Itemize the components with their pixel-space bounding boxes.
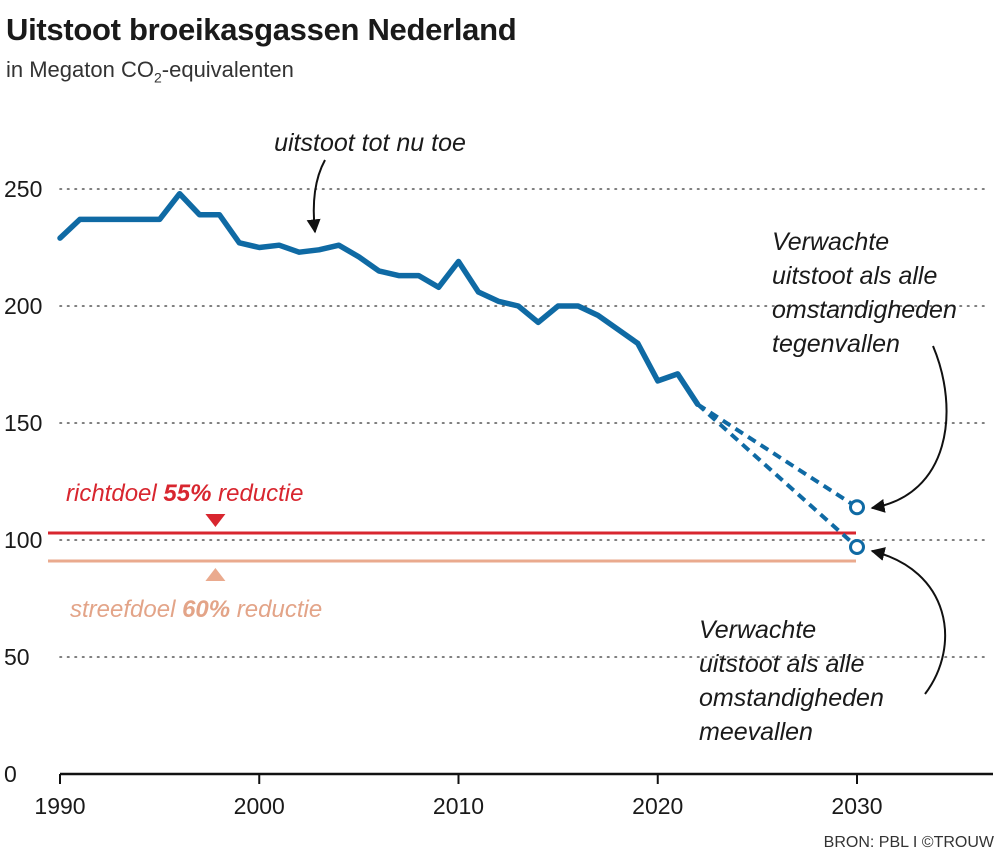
grid-layer [59,188,991,658]
subtitle-suffix: -equivalenten [161,57,294,82]
x-axis: 1990 2000 2010 2020 2030 [34,772,993,819]
y-tick-label: 50 [4,644,30,670]
target55-label: richtdoel 55% reductie [66,480,304,507]
better-case-line-4: meevallen [699,718,813,746]
y-tick-label: 200 [4,293,42,319]
worse-case-line-4: tegenvallen [772,330,900,358]
history-annotation: uitstoot tot nu toe [274,129,466,157]
history-series-line [57,190,701,408]
target60-label: streefdoel 60% reductie [70,596,322,623]
worse-case-line-3: omstandigheden [772,296,957,324]
y-tick-label: 250 [4,176,42,202]
x-tick-label: 2000 [234,793,285,819]
chart-subtitle: in Megaton CO2-equivalenten [6,57,294,85]
reference-marker [205,513,226,527]
reference-lines [48,513,856,582]
better-case-arrow [870,547,947,695]
series-layer [57,190,865,556]
target55-label-post: reductie [211,480,303,507]
subtitle-prefix: in Megaton CO [6,57,154,82]
target60-label-post: reductie [230,596,322,623]
target55-label-pre: richtdoel [66,480,163,507]
projection-series-line [696,402,859,509]
better-case-annotation: Verwachte uitstoot als alle omstandighed… [699,616,891,746]
worse-case-annotation: Verwachte uitstoot als alle omstandighed… [772,228,964,358]
worse-case-arrow [870,345,948,513]
target55-label-bold: 55% [163,480,211,507]
y-tick-label: 100 [4,527,42,553]
projection-series-line [696,402,859,549]
projection-end-point [849,539,865,556]
worse-case-line-2: uitstoot als alle [772,262,937,290]
source-credit: BRON: PBL I ©TROUW [823,834,994,851]
subtitle-subscript: 2 [153,69,162,86]
x-tick-label: 2010 [433,793,484,819]
target60-label-bold: 60% [182,596,230,623]
x-tick-label: 2020 [632,793,683,819]
y-tick-label: 0 [4,761,17,787]
projection-end-point [849,499,865,516]
target60-label-pre: streefdoel [70,596,182,623]
better-case-line-3: omstandigheden [699,684,884,712]
history-arrow [306,159,326,234]
y-axis: 0 50 100 150 200 250 [4,176,42,787]
reference-marker [205,568,226,582]
chart-title: Uitstoot broeikasgassen Nederland [6,12,517,47]
x-tick-label: 2030 [831,793,882,819]
x-tick-label: 1990 [34,793,85,819]
better-case-line-1: Verwachte [699,616,816,644]
better-case-line-2: uitstoot als alle [699,650,864,678]
worse-case-line-1: Verwachte [772,228,889,256]
y-tick-label: 150 [4,410,42,436]
